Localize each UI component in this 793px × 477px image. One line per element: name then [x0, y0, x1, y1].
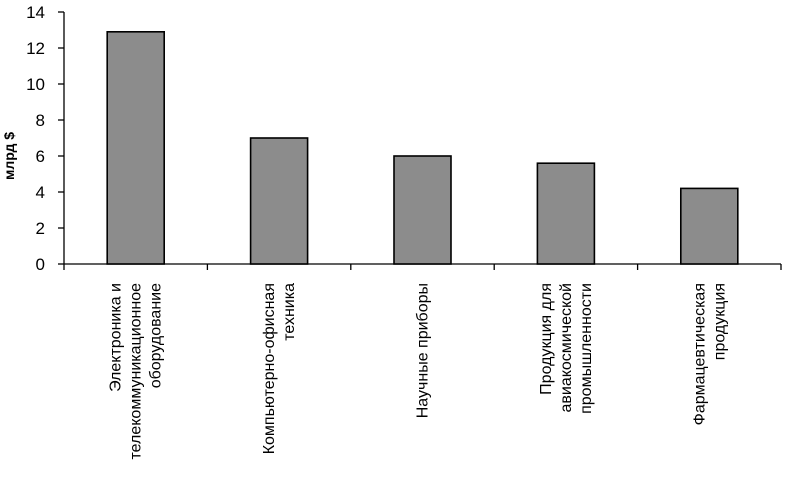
x-tick-label-line: Фармацевтическая [691, 283, 708, 425]
bar [393, 155, 452, 265]
x-tick-label-line: Электроника и [108, 283, 125, 392]
bar [536, 162, 596, 265]
x-tick-label-line: оборудование [148, 283, 165, 388]
x-tick-label-line: техника [281, 283, 298, 341]
x-tick-label-line: Компьютерно-офисная [261, 283, 278, 454]
bar [106, 30, 165, 265]
y-tick-label: 8 [36, 111, 45, 130]
bars [106, 30, 739, 265]
x-tick-label: Продукция для авиакосмической промышленнос… [538, 283, 595, 414]
y-tick-label: 4 [36, 183, 45, 202]
y-axis: 0 2 4 6 8 10 12 14 [26, 3, 65, 274]
x-tick-label-line: продукция [711, 283, 728, 360]
x-tick-label-line: телекоммуникационное [128, 283, 145, 460]
y-tick-label: 10 [26, 75, 45, 94]
y-tick-label: 2 [36, 219, 45, 238]
y-tick-label: 14 [26, 3, 45, 22]
x-axis [63, 263, 782, 270]
y-tick-label: 12 [26, 39, 45, 58]
x-tick-label-line: Продукция для [538, 283, 555, 395]
x-tick-label-line: промышленности [578, 283, 595, 414]
y-axis-label: млрд $ [1, 132, 17, 180]
y-tick-label: 0 [36, 255, 45, 274]
y-tick-label: 6 [36, 147, 45, 166]
x-tick-label: Научные приборы [415, 283, 432, 418]
bar [249, 137, 309, 265]
x-tick-label: Фармацевтическая продукция [691, 283, 728, 425]
x-tick-label: Компьютерно-офисная техника [261, 283, 298, 454]
x-tick-label-line: авиакосмической [558, 283, 575, 413]
x-tick-labels: Электроника и телекоммуникационное оборудо… [108, 283, 729, 460]
bar [679, 187, 739, 265]
x-tick-label-line: Научные приборы [415, 283, 432, 418]
x-tick-label: Электроника и телекоммуникационное оборудо… [108, 283, 165, 460]
